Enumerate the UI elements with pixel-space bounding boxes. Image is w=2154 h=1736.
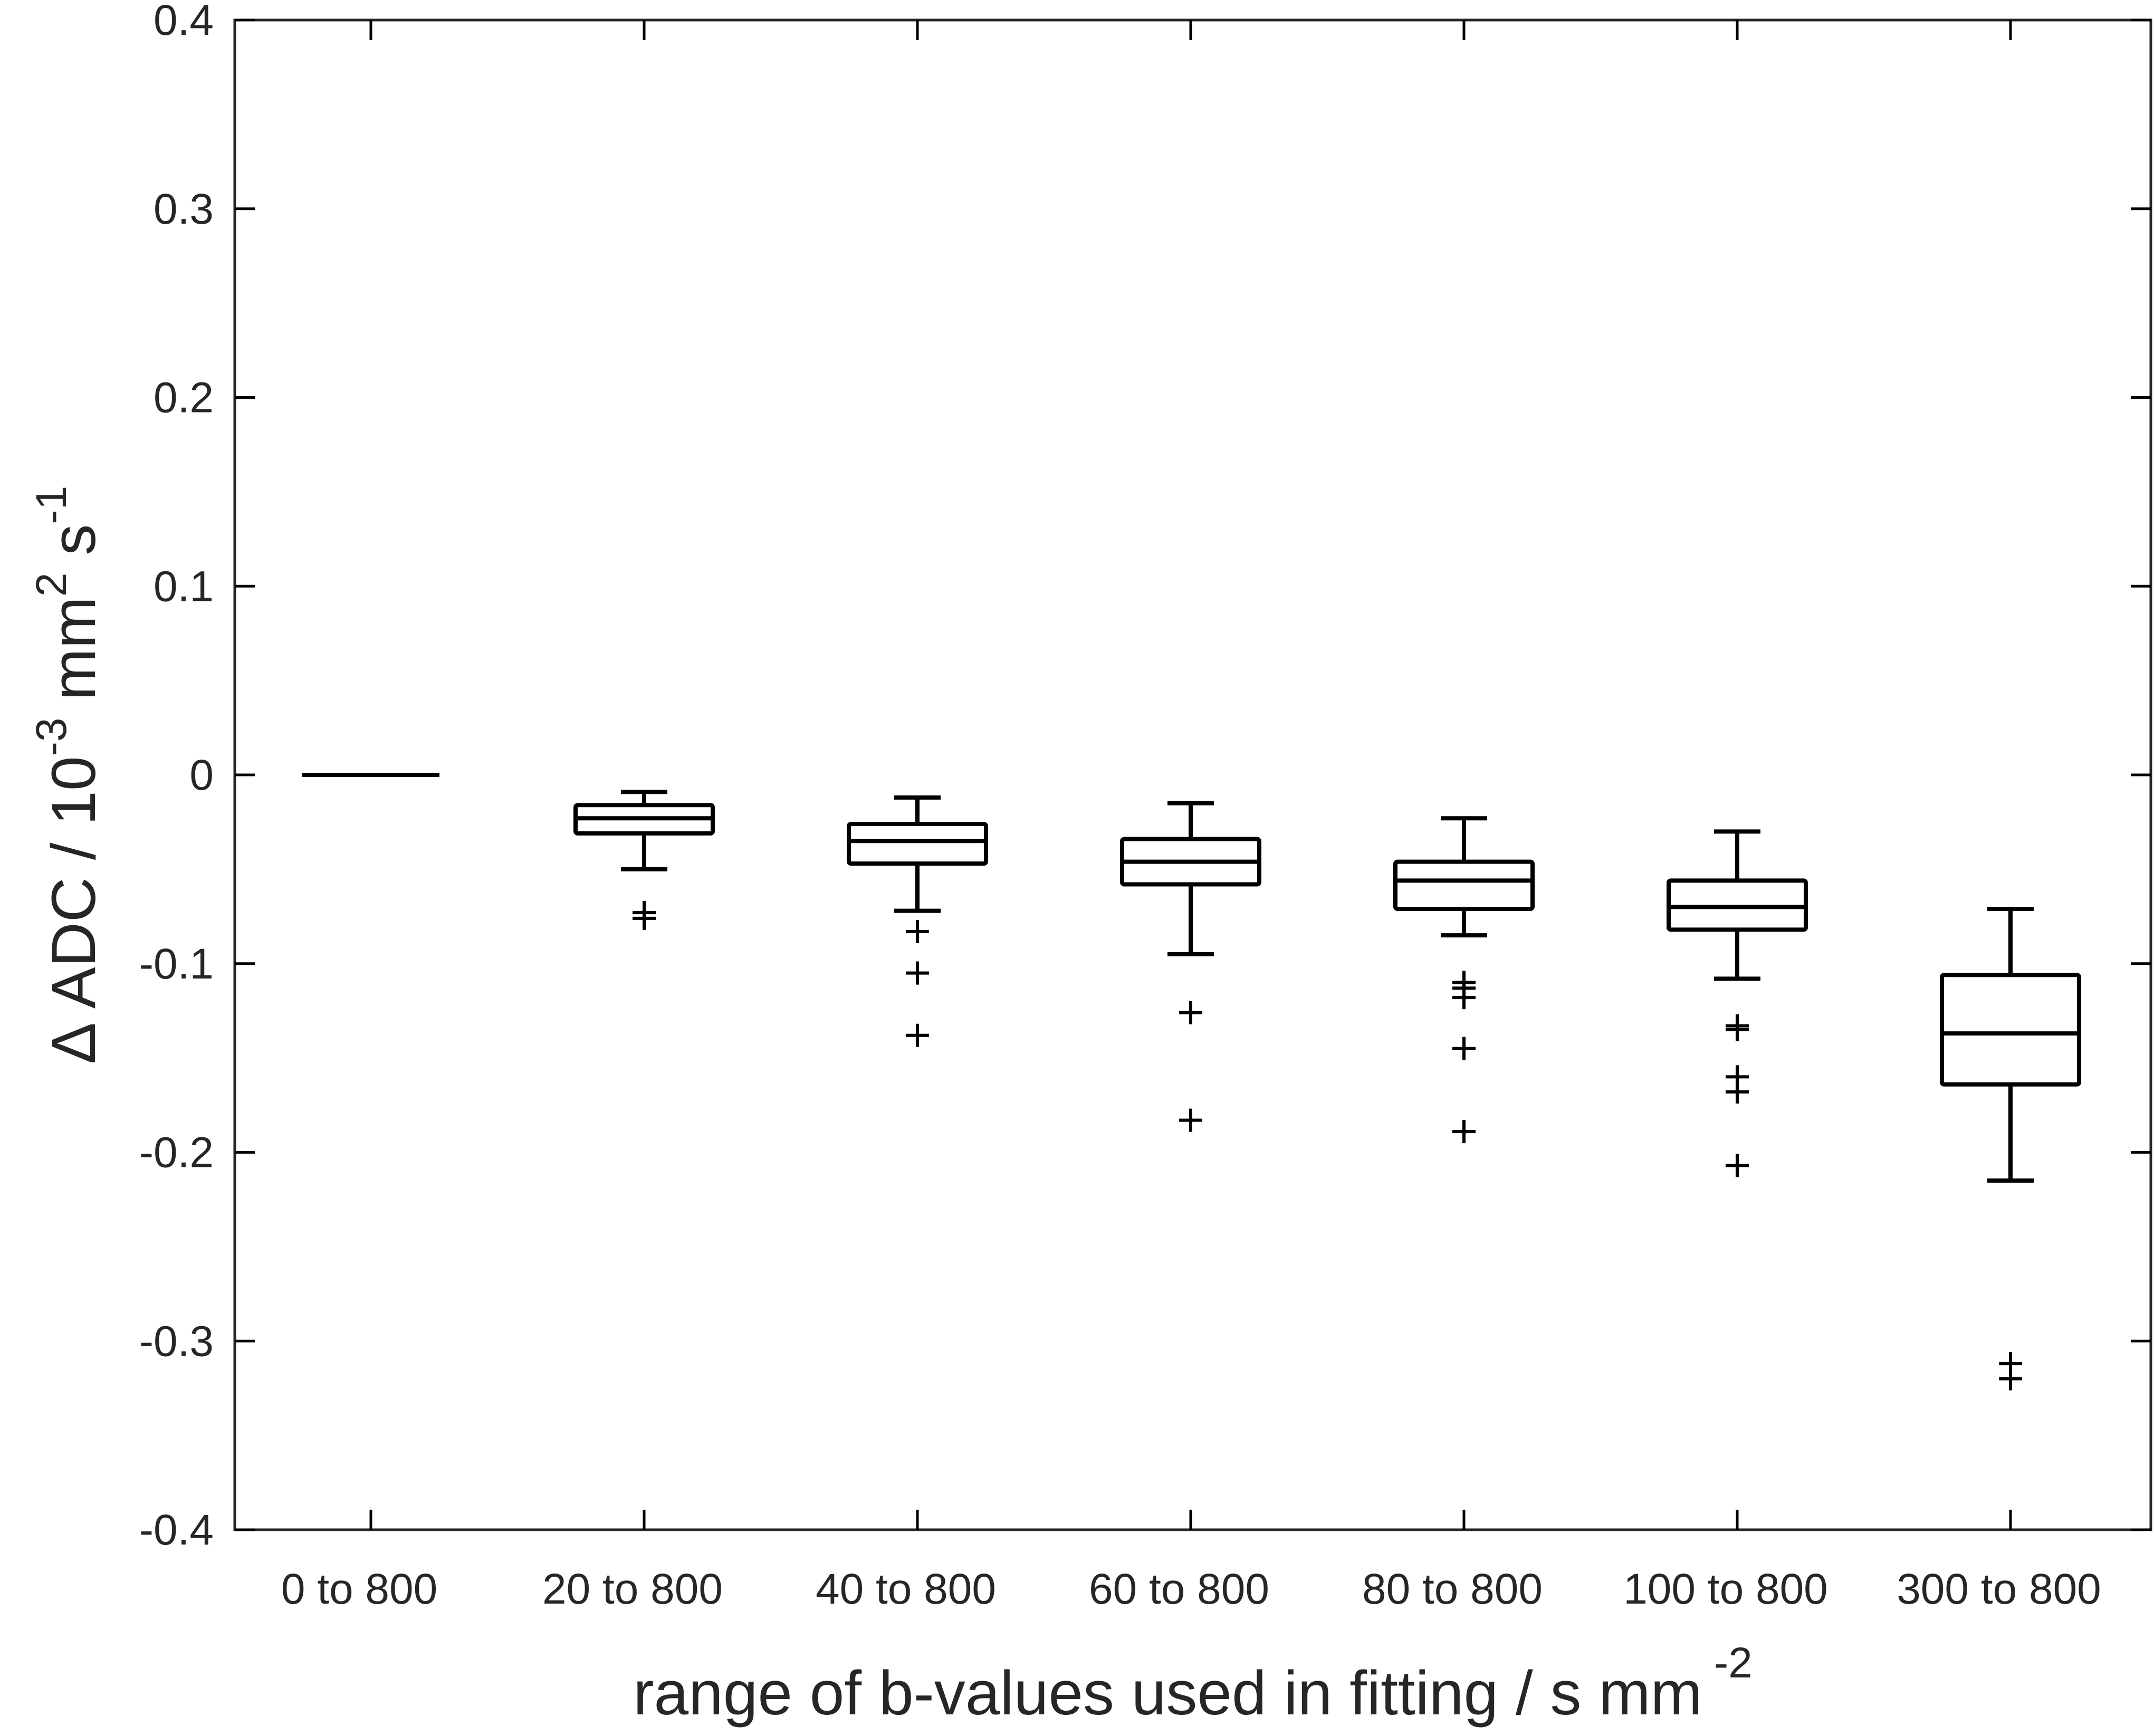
box-group bbox=[847, 795, 988, 1047]
x-axis-ticks: 0 to 800 20 to 800 40 to 800 60 to 800 80 to… bbox=[281, 20, 2101, 1613]
y-axis-title-unit-mm: mm bbox=[39, 597, 109, 717]
x-axis-title: range of b-values used in fitting / s mm… bbox=[633, 1639, 1753, 1728]
box-group bbox=[1393, 816, 1535, 1144]
box-series bbox=[302, 773, 2081, 1390]
y-tick-label: -0.4 bbox=[139, 1506, 214, 1554]
x-axis-title-superscript: -2 bbox=[1714, 1639, 1753, 1687]
box-group bbox=[1667, 829, 1808, 1177]
y-axis-title-text: Δ ADC / 10 bbox=[39, 756, 109, 1064]
outlier-point bbox=[1726, 1080, 1749, 1104]
plot-area bbox=[233, 18, 2152, 1531]
y-tick-label: 0.3 bbox=[154, 185, 214, 233]
iqr-box bbox=[847, 822, 988, 866]
outlier-point bbox=[1999, 1367, 2022, 1390]
y-tick-label: -0.1 bbox=[139, 940, 214, 988]
y-axis-title-exponent: -3 bbox=[27, 717, 75, 756]
outlier-point bbox=[1452, 1120, 1476, 1144]
y-axis-title-unit-s: s bbox=[39, 524, 109, 573]
x-axis-title-text: range of b-values used in fitting / s mm bbox=[633, 1658, 1702, 1728]
x-tick-label: 20 to 800 bbox=[542, 1565, 723, 1613]
outlier-point bbox=[1452, 1037, 1476, 1060]
outlier-point bbox=[1179, 1001, 1202, 1024]
y-tick-label: -0.3 bbox=[139, 1317, 214, 1365]
y-axis-title-exponent-s: -1 bbox=[27, 486, 75, 524]
x-tick-label: 100 to 800 bbox=[1623, 1565, 1828, 1613]
outlier-point bbox=[633, 906, 656, 930]
outlier-point bbox=[906, 919, 929, 943]
y-tick-label: 0 bbox=[189, 751, 214, 799]
x-tick-label: 40 to 800 bbox=[816, 1565, 996, 1613]
outlier-point bbox=[1452, 986, 1476, 1010]
y-axis-title-exponent-mm: 2 bbox=[27, 572, 75, 597]
y-tick-label: 0.4 bbox=[154, 0, 214, 44]
box-group bbox=[573, 790, 715, 930]
y-tick-label: 0.2 bbox=[154, 374, 214, 422]
outlier-point bbox=[906, 961, 929, 985]
x-tick-label: 0 to 800 bbox=[281, 1565, 437, 1613]
x-tick-label: 80 to 800 bbox=[1362, 1565, 1543, 1613]
x-tick-label: 300 to 800 bbox=[1897, 1565, 2101, 1613]
y-tick-label: -0.2 bbox=[139, 1129, 214, 1177]
box-group bbox=[1940, 907, 2081, 1390]
y-axis-ticks: -0.4 -0.3 -0.2 -0.1 0 0.1 0.2 0.3 0.4 bbox=[139, 0, 2151, 1554]
iqr-box bbox=[1393, 859, 1535, 912]
outlier-point bbox=[906, 1023, 929, 1047]
outlier-point bbox=[1726, 1154, 1749, 1177]
y-tick-label: 0.1 bbox=[154, 562, 214, 610]
box-group bbox=[1120, 801, 1261, 1132]
y-axis-title: Δ ADC / 10-3 mm2 s-1 bbox=[27, 486, 109, 1064]
x-tick-label: 60 to 800 bbox=[1089, 1565, 1269, 1613]
outlier-point bbox=[1179, 1108, 1202, 1132]
iqr-box bbox=[1940, 973, 2081, 1087]
outlier-point bbox=[1726, 1018, 1749, 1041]
